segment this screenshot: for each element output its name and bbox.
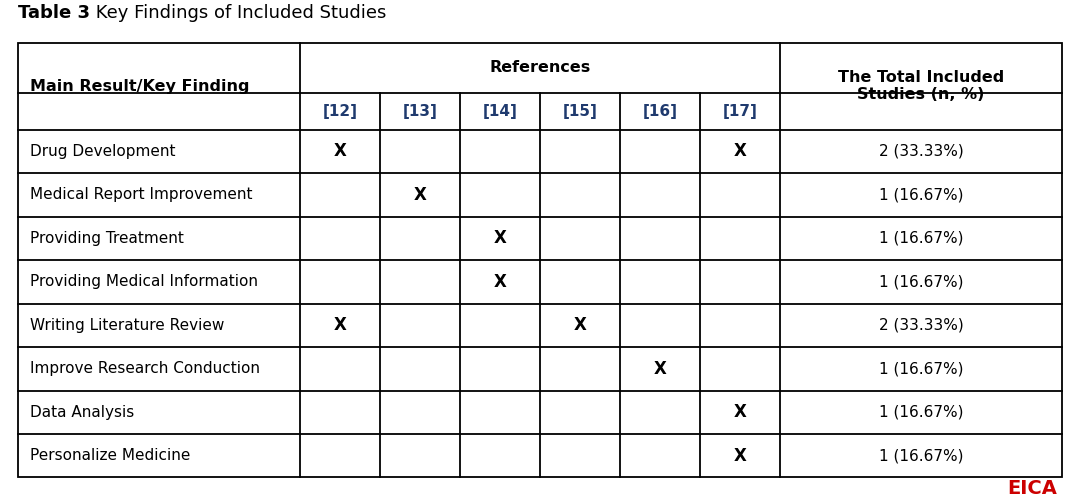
- Text: 1 (16.67%): 1 (16.67%): [879, 274, 963, 289]
- Text: X: X: [573, 316, 586, 334]
- Text: X: X: [494, 230, 507, 248]
- Text: References: References: [489, 60, 591, 76]
- Text: Table 3: Table 3: [18, 4, 90, 22]
- Text: [12]: [12]: [323, 104, 357, 119]
- Text: Key Findings of Included Studies: Key Findings of Included Studies: [90, 4, 387, 22]
- Text: 2 (33.33%): 2 (33.33%): [879, 144, 963, 159]
- Text: Drug Development: Drug Development: [30, 144, 175, 159]
- Text: EICA: EICA: [1008, 480, 1057, 498]
- Text: Medical Report Improvement: Medical Report Improvement: [30, 188, 253, 202]
- Text: [13]: [13]: [403, 104, 437, 119]
- Text: Main Result/Key Finding: Main Result/Key Finding: [30, 79, 249, 94]
- Text: X: X: [414, 186, 427, 204]
- Text: Improve Research Conduction: Improve Research Conduction: [30, 362, 260, 376]
- Text: X: X: [733, 447, 746, 465]
- Text: 2 (33.33%): 2 (33.33%): [879, 318, 963, 333]
- Text: 1 (16.67%): 1 (16.67%): [879, 188, 963, 202]
- Text: 1 (16.67%): 1 (16.67%): [879, 231, 963, 246]
- Text: X: X: [733, 404, 746, 421]
- Text: [15]: [15]: [563, 104, 597, 119]
- Text: Personalize Medicine: Personalize Medicine: [30, 448, 190, 464]
- Text: 1 (16.67%): 1 (16.67%): [879, 405, 963, 420]
- Text: 1 (16.67%): 1 (16.67%): [879, 448, 963, 464]
- Text: [16]: [16]: [643, 104, 677, 119]
- Text: X: X: [653, 360, 666, 378]
- Text: X: X: [334, 142, 347, 160]
- Text: Data Analysis: Data Analysis: [30, 405, 134, 420]
- Text: Writing Literature Review: Writing Literature Review: [30, 318, 225, 333]
- Text: X: X: [494, 273, 507, 291]
- Text: [17]: [17]: [723, 104, 757, 119]
- Text: The Total Included
Studies (n, %): The Total Included Studies (n, %): [838, 70, 1004, 102]
- Text: 1 (16.67%): 1 (16.67%): [879, 362, 963, 376]
- Text: Providing Medical Information: Providing Medical Information: [30, 274, 258, 289]
- Text: Providing Treatment: Providing Treatment: [30, 231, 184, 246]
- Text: [14]: [14]: [483, 104, 517, 119]
- Text: X: X: [334, 316, 347, 334]
- Text: X: X: [733, 142, 746, 160]
